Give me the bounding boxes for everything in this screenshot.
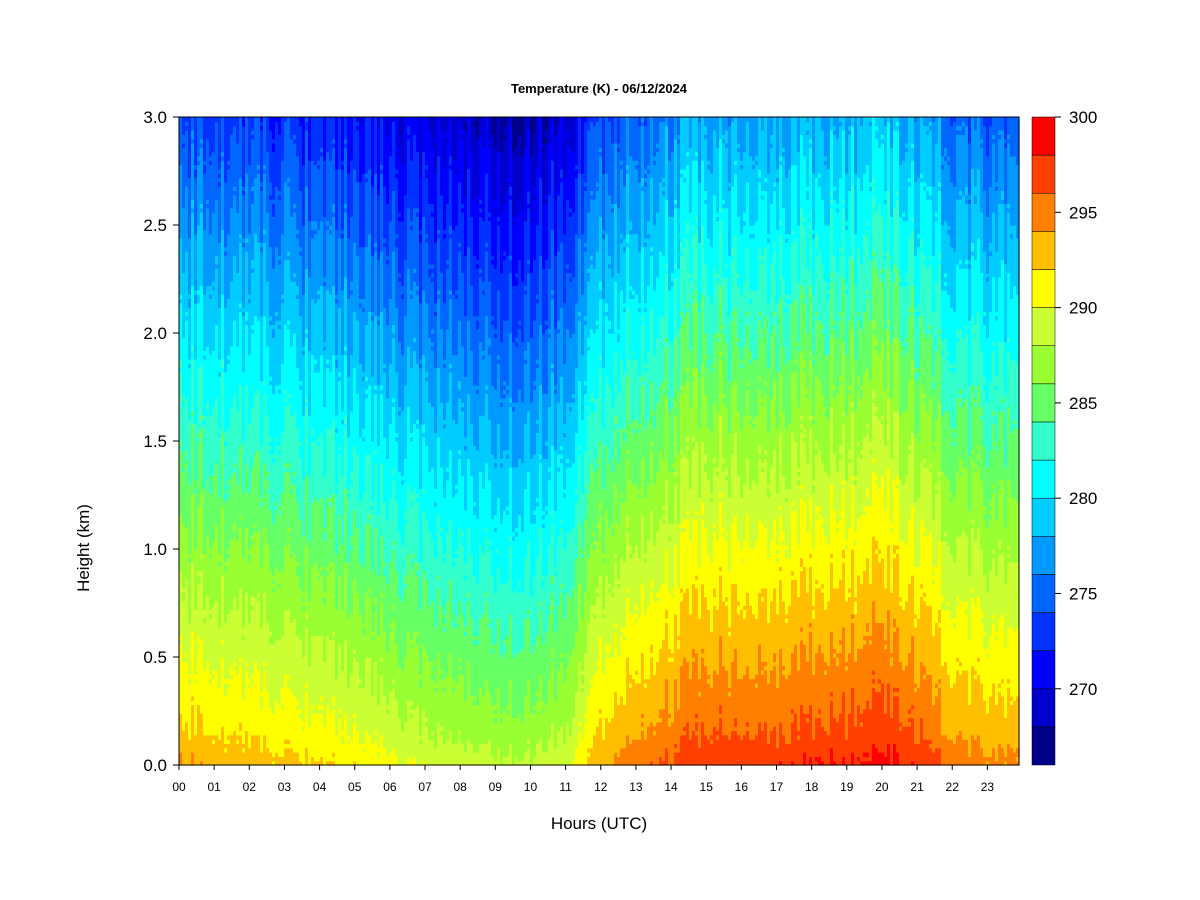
plot-area [179,117,1020,766]
